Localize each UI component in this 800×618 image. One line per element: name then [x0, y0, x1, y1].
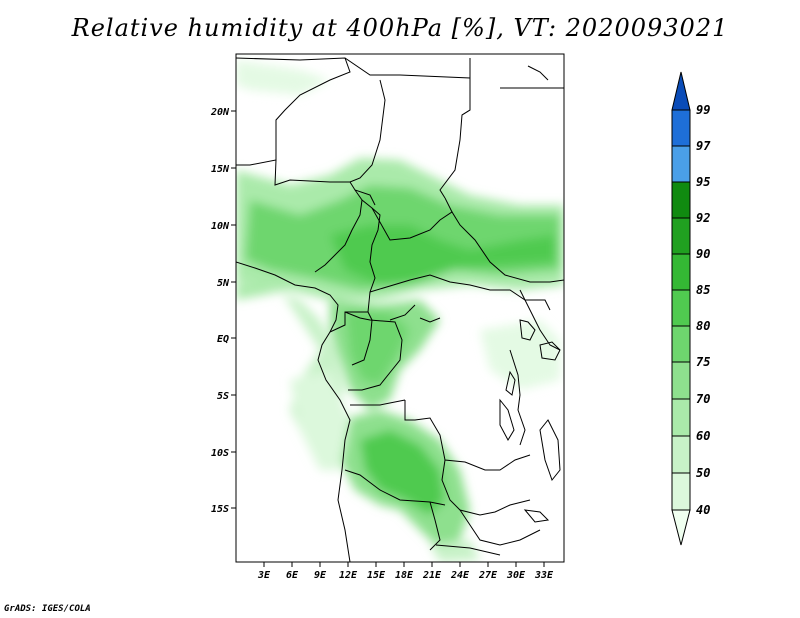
colorbar-seg-60-70: [671, 398, 691, 437]
colorbar-arrow-bottom: [671, 509, 691, 546]
colorbar-label-95: 95: [696, 175, 710, 189]
colorbar-label-92: 92: [696, 211, 710, 225]
lat-labels: 20N 15N 10N 5N EQ 5S 10S 15S: [210, 107, 230, 515]
humidity-band-north-peak: [330, 225, 555, 285]
lat-label-20n: 20N: [210, 107, 230, 118]
colorbar: [671, 71, 691, 546]
lon-label-6e: 6E: [286, 570, 299, 581]
humidity-field: [236, 60, 564, 562]
colorbar-label-70: 70: [696, 392, 710, 406]
lat-ticks: [231, 110, 236, 509]
humidity-faint-2: [290, 370, 350, 470]
lat-label-15n: 15N: [211, 164, 230, 175]
lat-label-eq: EQ: [217, 334, 229, 345]
colorbar-seg-40-50: [671, 472, 691, 511]
humidity-faint-3: [480, 320, 560, 390]
map-frame: [235, 53, 565, 563]
lon-label-21e: 21E: [422, 570, 442, 581]
humidity-central-core: [345, 310, 410, 385]
coastline-west: [236, 261, 351, 562]
credit-text: GrADS: IGES/COLA: [4, 604, 91, 614]
colorbar-label-60: 60: [696, 429, 710, 443]
colorbar-seg-90-92: [671, 217, 691, 255]
colorbar-label-99: 99: [696, 103, 710, 117]
lon-labels: 3E 6E 9E 12E 15E 18E 21E 24E 27E 30E 33E: [257, 570, 554, 581]
lat-label-15s: 15S: [211, 504, 229, 515]
colorbar-seg-70-75: [671, 361, 691, 400]
colorbar-seg-50-60: [671, 435, 691, 474]
colorbar-label-40: 40: [696, 503, 710, 517]
lat-label-10s: 10S: [211, 448, 229, 459]
chart-title: Relative humidity at 400hPa [%], VT: 202…: [71, 14, 729, 42]
colorbar-label-75: 75: [696, 355, 710, 369]
colorbar-label-50: 50: [696, 466, 710, 480]
lon-label-3e: 3E: [257, 570, 271, 581]
lon-label-33e: 33E: [534, 570, 554, 581]
colorbar-label-85: 85: [696, 283, 710, 297]
lon-label-15e: 15E: [367, 570, 386, 581]
colorbar-labels: 40 50 60 70 75 80 85 90 92 95 97 99: [696, 103, 711, 517]
colorbar-seg-97-99: [671, 109, 691, 147]
country-borders: [236, 57, 564, 562]
colorbar-arrow-top: [671, 71, 691, 111]
lon-label-18e: 18E: [395, 570, 414, 581]
humidity-faint-1: [236, 60, 330, 95]
lon-label-9e: 9E: [314, 570, 327, 581]
colorbar-seg-95-97: [671, 145, 691, 183]
colorbar-seg-85-90: [671, 253, 691, 291]
lon-label-12e: 12E: [339, 570, 358, 581]
lon-label-24e: 24E: [450, 570, 470, 581]
colorbar-label-97: 97: [696, 139, 711, 153]
lat-label-10n: 10N: [211, 221, 230, 232]
lon-label-30e: 30E: [506, 570, 526, 581]
colorbar-seg-80-85: [671, 289, 691, 327]
colorbar-seg-75-80: [671, 325, 691, 363]
colorbar-label-90: 90: [696, 247, 710, 261]
lat-label-5s: 5S: [217, 391, 229, 402]
lon-label-27e: 27E: [478, 570, 498, 581]
humidity-south-core: [360, 430, 445, 515]
colorbar-label-80: 80: [696, 319, 710, 333]
lat-label-5n: 5N: [217, 278, 230, 289]
lon-ticks: [263, 562, 545, 567]
colorbar-seg-92-95: [671, 181, 691, 219]
